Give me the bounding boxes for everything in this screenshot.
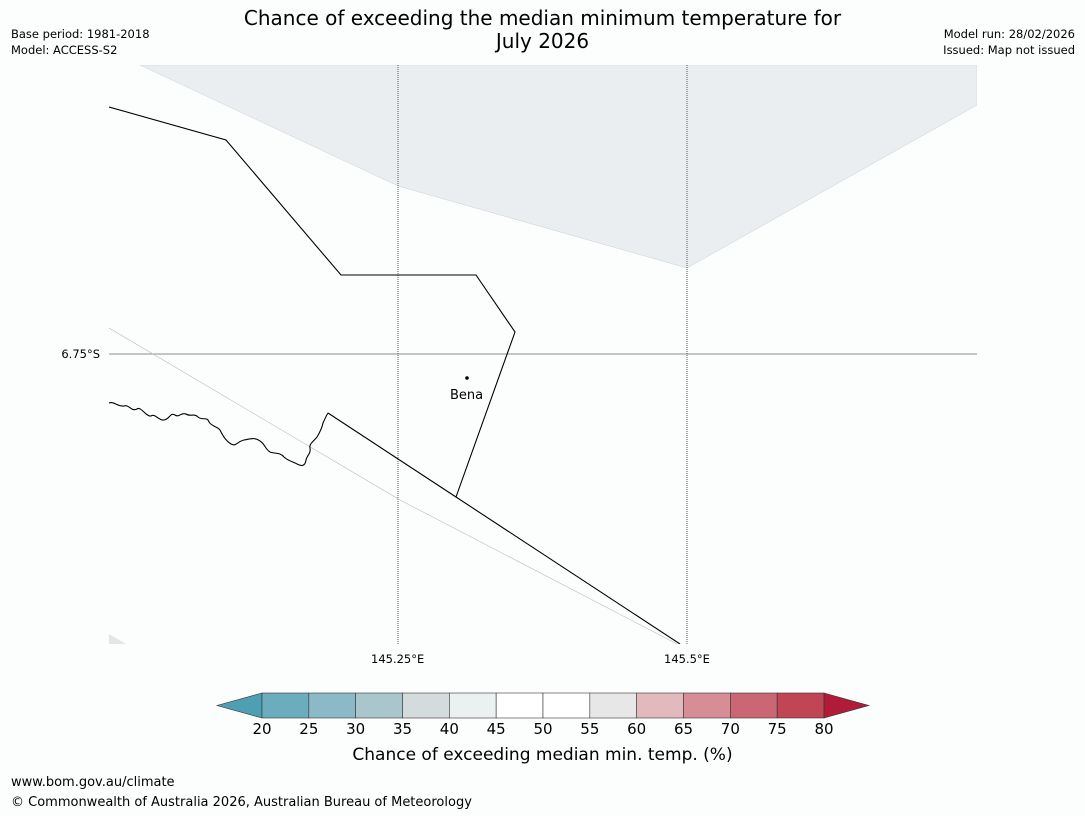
colorbar-bin bbox=[449, 692, 497, 719]
colorbar-bin bbox=[261, 692, 310, 719]
title-line-1: Chance of exceeding the median minimum t… bbox=[243, 6, 842, 30]
place-marker-bena bbox=[465, 376, 469, 380]
colorbar-bin bbox=[776, 692, 825, 719]
footer-copyright: © Commonwealth of Australia 2026, Austra… bbox=[11, 795, 472, 810]
colorbar-tick-label: 20 bbox=[252, 720, 272, 738]
map-title: Chance of exceeding the median minimum t… bbox=[0, 7, 1085, 53]
model-run: Model run: 28/02/2026 bbox=[943, 27, 1075, 41]
colorbar-extend-low bbox=[215, 692, 263, 719]
province-boundary bbox=[109, 106, 516, 498]
probability-shading-region bbox=[139, 65, 977, 269]
model-name: Model: ACCESS-S2 bbox=[11, 43, 118, 57]
colorbar-tick-label: 75 bbox=[767, 720, 787, 738]
colorbar-label: Chance of exceeding median min. temp. (%… bbox=[0, 745, 1085, 765]
colorbar-tick-label: 35 bbox=[392, 720, 413, 738]
river-boundary bbox=[109, 402, 329, 467]
longitude-label-145-25: 145.25°E bbox=[371, 652, 425, 666]
base-period: Base period: 1981-2018 bbox=[11, 27, 150, 41]
colorbar-bin bbox=[542, 692, 591, 719]
longitude-label-145-5: 145.5°E bbox=[664, 652, 710, 666]
colorbar-extend-high bbox=[823, 692, 871, 719]
colorbar-tick-label: 70 bbox=[720, 720, 740, 738]
meta-left: Base period: 1981-2018 Model: ACCESS-S2 bbox=[11, 26, 150, 58]
colorbar-bin bbox=[308, 692, 356, 719]
thin-boundary-line bbox=[109, 327, 678, 644]
colorbar-tick-label: 25 bbox=[299, 720, 319, 738]
title-line-2: July 2026 bbox=[495, 29, 590, 53]
colorbar-tick-label: 40 bbox=[439, 720, 459, 738]
colorbar-label-text: Chance of exceeding median min. temp. (%… bbox=[352, 745, 733, 765]
probability-shading-corner bbox=[109, 634, 126, 644]
colorbar-bin bbox=[402, 692, 450, 719]
colorbar-tick-label: 45 bbox=[486, 720, 506, 738]
colorbar-bin bbox=[495, 692, 544, 719]
colorbar-tick-label: 30 bbox=[346, 720, 366, 738]
colorbar-tick-label: 60 bbox=[627, 720, 647, 738]
province-boundary-south bbox=[327, 412, 681, 644]
place-label-bena: Bena bbox=[450, 388, 484, 403]
colorbar-tick-label: 55 bbox=[580, 720, 600, 738]
colorbar-bin bbox=[730, 692, 778, 719]
colorbar-tick-label: 50 bbox=[533, 720, 553, 738]
colorbar-bin bbox=[683, 692, 731, 719]
issued-status: Issued: Map not issued bbox=[943, 43, 1075, 57]
colorbar-bin bbox=[589, 692, 637, 719]
latitude-label: 6.75°S bbox=[61, 347, 100, 361]
colorbar-tick-label: 80 bbox=[814, 720, 834, 738]
footer-url[interactable]: www.bom.gov.au/climate bbox=[11, 775, 175, 790]
colorbar-bin bbox=[636, 692, 684, 719]
meta-right: Model run: 28/02/2026 Issued: Map not is… bbox=[943, 26, 1075, 58]
colorbar-tick-label: 65 bbox=[673, 720, 694, 738]
colorbar-bin bbox=[355, 692, 403, 719]
